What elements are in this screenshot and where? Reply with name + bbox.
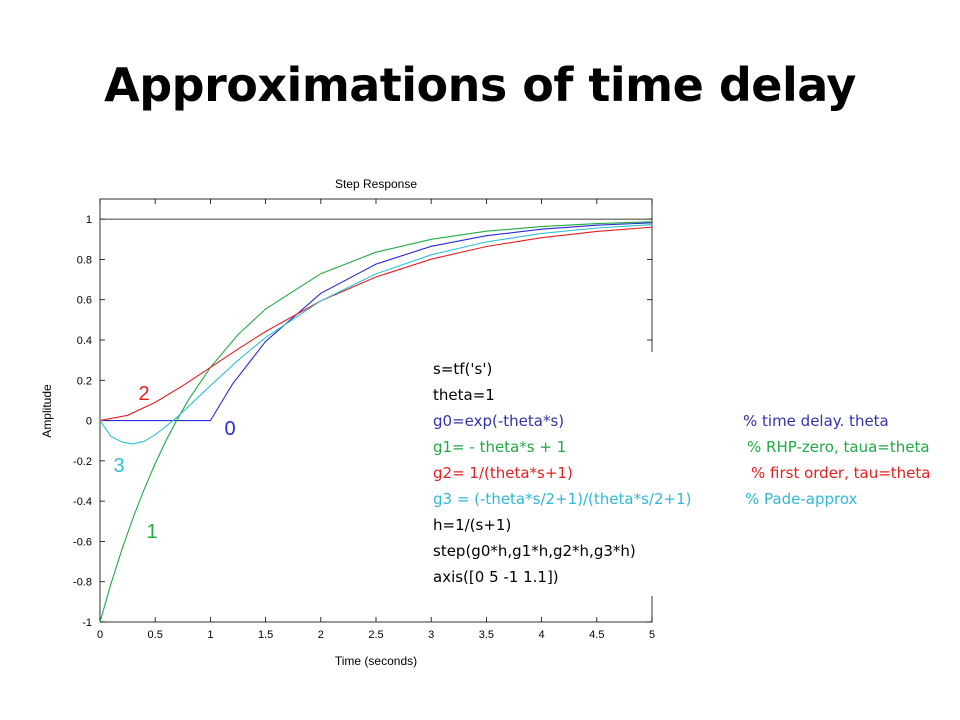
code-line-3: g0=exp(-theta*s)	[433, 412, 565, 430]
code-comment-3: % time delay. theta	[743, 412, 889, 430]
y-tick-label: 0.8	[77, 254, 92, 266]
y-axis-title: Amplitude	[40, 384, 54, 438]
code-line-2: theta=1	[433, 386, 495, 404]
code-line-5: g2= 1/(theta*s+1)	[433, 464, 573, 482]
code-line-7: h=1/(s+1)	[433, 516, 512, 534]
curve-label-3: 3	[113, 455, 124, 477]
x-tick-label: 5	[649, 629, 655, 641]
x-tick-label: 1.5	[258, 629, 273, 641]
x-tick-label: 4	[539, 629, 545, 641]
code-comment-6: % Pade-approx	[745, 490, 858, 508]
x-axis-title: Time (seconds)	[335, 654, 417, 668]
y-tick-label: -0.4	[73, 496, 92, 508]
code-line-4: g1= - theta*s + 1	[433, 438, 567, 456]
series-line-3	[99, 224, 653, 445]
code-line-6: g3 = (-theta*s/2+1)/(theta*s/2+1)	[433, 490, 692, 508]
series-line-2	[99, 226, 653, 422]
y-tick-label: -0.2	[73, 456, 92, 468]
x-tick-label: 3	[428, 629, 434, 641]
x-tick-label: 2.5	[368, 629, 383, 641]
y-tick-label: 0	[86, 416, 92, 428]
x-tick-label: 4.5	[589, 629, 604, 641]
slide-title: Approximations of time delay	[104, 58, 856, 112]
code-line-9: axis([0 5 -1 1.1])	[433, 568, 559, 586]
y-tick-label: -0.8	[73, 577, 92, 589]
code-line-1: s=tf('s')	[433, 360, 493, 378]
x-tick-label: 2	[318, 629, 324, 641]
y-tick-label: -0.6	[73, 536, 92, 548]
code-line-8: step(g0*h,g1*h,g2*h,g3*h)	[433, 542, 636, 560]
x-tick-label: 0	[97, 629, 103, 641]
x-tick-label: 1	[207, 629, 213, 641]
y-tick-label: 1	[86, 214, 92, 226]
y-tick-label: -1	[82, 617, 92, 629]
curve-label-0: 0	[224, 418, 235, 440]
code-comment-4: % RHP-zero, taua=theta	[747, 438, 930, 456]
x-tick-label: 3.5	[479, 629, 494, 641]
matlab-code-box: s=tf('s') theta=1 g0=exp(-theta*s) % tim…	[423, 352, 960, 596]
curve-label-2: 2	[138, 383, 149, 405]
curve-label-1: 1	[146, 521, 157, 543]
y-tick-label: 0.6	[77, 295, 92, 307]
y-tick-label: 0.2	[77, 375, 92, 387]
chart-title: Step Response	[335, 177, 417, 191]
y-tick-label: 0.4	[77, 335, 92, 347]
x-tick-label: 0.5	[148, 629, 163, 641]
series-line-0	[100, 222, 653, 422]
code-comment-5: % first order, tau=theta	[751, 464, 931, 482]
